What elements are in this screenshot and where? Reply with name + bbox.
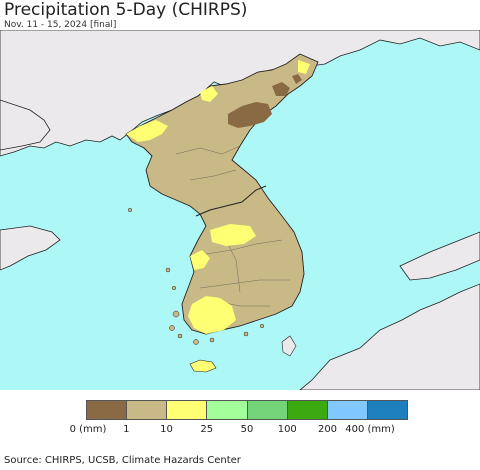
region-japan: [299, 283, 480, 390]
dry-patch-northeast-2: [272, 82, 290, 96]
dry-patch-northeast-3: [292, 74, 302, 84]
wet-patch-northwest: [126, 120, 168, 142]
map-title: Precipitation 5-Day (CHIRPS): [4, 0, 248, 20]
region-korean-peninsula: [125, 53, 319, 335]
region-manchuria: [0, 30, 480, 157]
legend-tick-5: 100: [277, 424, 297, 435]
legend-swatch-1: [126, 401, 167, 419]
precipitation-map: [0, 30, 480, 390]
legend-tick-4: 50: [240, 424, 254, 435]
region-shandong: [0, 225, 61, 271]
legend-tick-2: 10: [160, 424, 173, 435]
wet-patch-central: [210, 224, 256, 246]
map-subtitle: Nov. 11 - 15, 2024 [final]: [4, 20, 117, 30]
region-tsushima: [281, 335, 297, 357]
legend-tick-0: 0 (mm): [69, 424, 107, 435]
legend-tick-labels: 0 (mm) 1 10 25 50 100 200 400 (mm): [0, 424, 480, 438]
precipitation-legend: [86, 400, 408, 420]
region-japan-north: [399, 231, 480, 281]
region-liaodong: [0, 99, 51, 151]
wet-patch-northeast-coast: [298, 60, 310, 74]
province-lines: [175, 145, 290, 307]
wet-patch-west: [190, 250, 210, 270]
islands-southwest: [127, 207, 265, 345]
legend-tick-7: 400 (mm): [345, 424, 395, 435]
wet-patch-southwest: [188, 296, 236, 334]
legend-swatch-2: [166, 401, 207, 419]
legend-swatch-0: [87, 401, 127, 419]
wet-patch-north-coast: [200, 86, 218, 102]
legend-tick-1: 1: [123, 424, 130, 435]
legend-swatch-7: [366, 401, 407, 419]
legend-tick-3: 25: [200, 424, 214, 435]
legend-swatch-4: [246, 401, 287, 419]
dry-patch-northeast: [228, 102, 272, 128]
legend-swatch-3: [206, 401, 247, 419]
legend-swatch-6: [326, 401, 367, 419]
dmz-border: [195, 185, 267, 217]
legend-swatch-5: [286, 401, 327, 419]
legend-tick-6: 200: [317, 424, 338, 435]
source-credit: Source: CHIRPS, UCSB, Climate Hazards Ce…: [4, 455, 241, 466]
jeju-island: [189, 359, 217, 373]
